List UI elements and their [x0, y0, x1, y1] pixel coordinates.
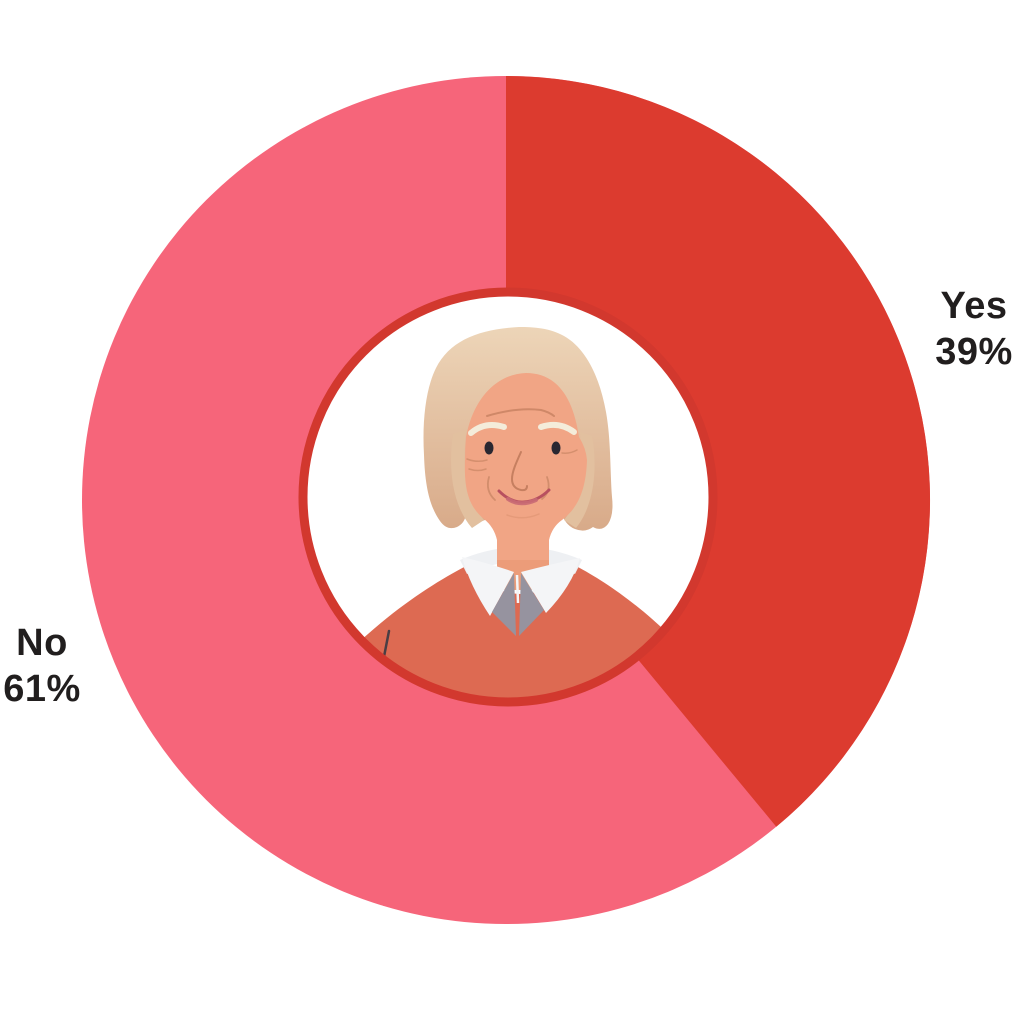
avatar-hair-shadow-right — [564, 432, 595, 528]
undereye-left-2 — [468, 468, 487, 472]
lower-lip — [506, 497, 538, 506]
label-no-category: No — [16, 622, 68, 664]
label-yes-value: 39% — [935, 331, 1013, 373]
eyebrow-right — [538, 421, 577, 435]
inner-ring — [298, 287, 718, 707]
avatar-sweater — [307, 566, 709, 698]
label-yes-category: Yes — [940, 285, 1008, 327]
avatar-placket-line — [515, 574, 520, 604]
eye-right — [551, 441, 561, 455]
avatar-collar-shadow-right — [519, 573, 544, 636]
avatar-collar-right — [521, 558, 580, 613]
elderly-woman-avatar — [307, 327, 709, 698]
eyebrow-left — [468, 422, 507, 436]
forehead-wrinkle — [486, 408, 555, 417]
nose-line — [510, 451, 528, 492]
smile-line-left — [486, 476, 496, 501]
label-yes: Yes 39% — [932, 283, 1016, 375]
avatar-collar-shadow-left — [492, 573, 516, 636]
avatar-features — [466, 408, 578, 519]
avatar-collar-left — [462, 557, 514, 616]
avatar-hair-shadow-left — [451, 430, 484, 528]
slice-yes — [506, 76, 931, 827]
eye-left — [484, 441, 494, 455]
undereye-right — [561, 449, 578, 454]
label-no: No 61% — [0, 620, 84, 712]
undereye-left-1 — [466, 458, 488, 463]
chin-crease — [506, 513, 540, 519]
label-no-value: 61% — [3, 668, 81, 710]
